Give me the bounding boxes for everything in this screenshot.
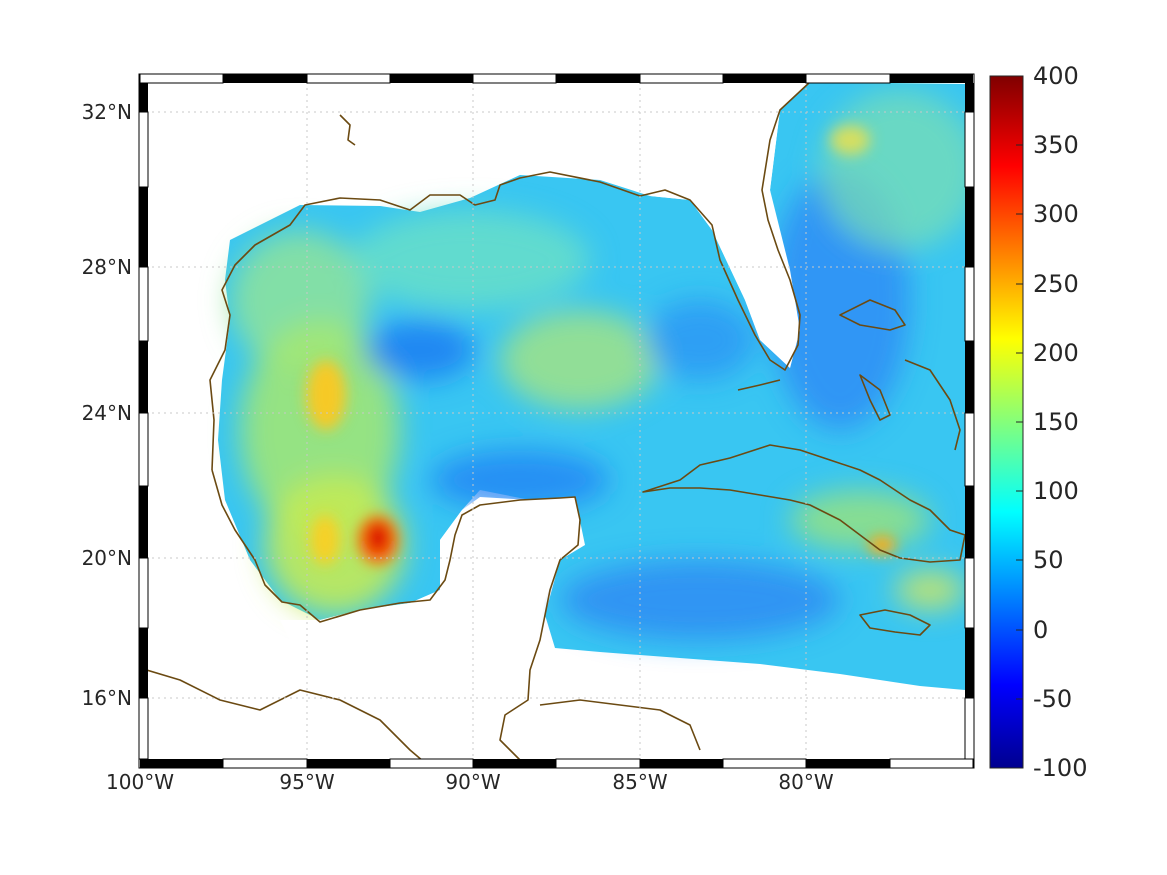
bahamas-south-coastline xyxy=(904,359,961,451)
colorbar-tick-label: 150 xyxy=(1033,408,1079,436)
cuba-coastline xyxy=(642,444,966,563)
lat-tick-label: 28°N xyxy=(82,255,132,279)
colorbar-tick-label: 50 xyxy=(1033,546,1064,574)
lat-tick-label: 16°N xyxy=(82,686,132,710)
colorbar-tick-label: 250 xyxy=(1033,270,1079,298)
colorbar-ticks xyxy=(1016,75,1023,769)
florida-keys-coastline xyxy=(737,379,781,391)
lon-tick-label: 80°W xyxy=(778,770,833,794)
colorbar-tick-label: 200 xyxy=(1033,339,1079,367)
colorbar: 400 350 300 250 200 150 100 50 0 -50 -10… xyxy=(989,62,1087,782)
colorbar-tick-label: 300 xyxy=(1033,200,1079,228)
lat-tick-label: 20°N xyxy=(82,546,132,570)
northern-gulf-coastline xyxy=(209,76,823,471)
mexico-yucatan-coastline xyxy=(211,469,581,761)
colorbar-tick-label: 100 xyxy=(1033,477,1079,505)
bahamas-coastline xyxy=(839,299,906,331)
inland-lake-coastline xyxy=(339,114,356,146)
andros-coastline xyxy=(859,374,891,421)
colorbar-tick-label: -50 xyxy=(1033,685,1072,713)
map-frame xyxy=(138,73,975,769)
lat-tick-label: 32°N xyxy=(82,100,132,124)
jamaica-coastline xyxy=(859,609,931,636)
lat-tick-label: 24°N xyxy=(82,401,132,425)
florida-land xyxy=(650,76,810,368)
land-masses xyxy=(280,76,810,767)
colorbar-tick-label: -100 xyxy=(1033,754,1087,782)
colorbar-tick-label: 400 xyxy=(1033,62,1079,90)
pacific-coastline xyxy=(140,667,431,767)
lon-tick-label: 100°W xyxy=(106,770,174,794)
coastlines xyxy=(140,76,966,767)
latitude-axis: 32°N 28°N 24°N 20°N 16°N xyxy=(82,100,132,710)
map-plot xyxy=(140,76,973,767)
lon-tick-label: 95°W xyxy=(279,770,334,794)
colorbar-tick-label: 350 xyxy=(1033,131,1079,159)
lon-tick-label: 85°W xyxy=(612,770,667,794)
map-gridlines xyxy=(140,76,973,767)
yucatan-land xyxy=(280,497,585,767)
longitude-axis: 100°W 95°W 90°W 85°W 80°W xyxy=(106,770,834,794)
colorbar-tick-label: 0 xyxy=(1033,616,1048,644)
lon-tick-label: 90°W xyxy=(445,770,500,794)
